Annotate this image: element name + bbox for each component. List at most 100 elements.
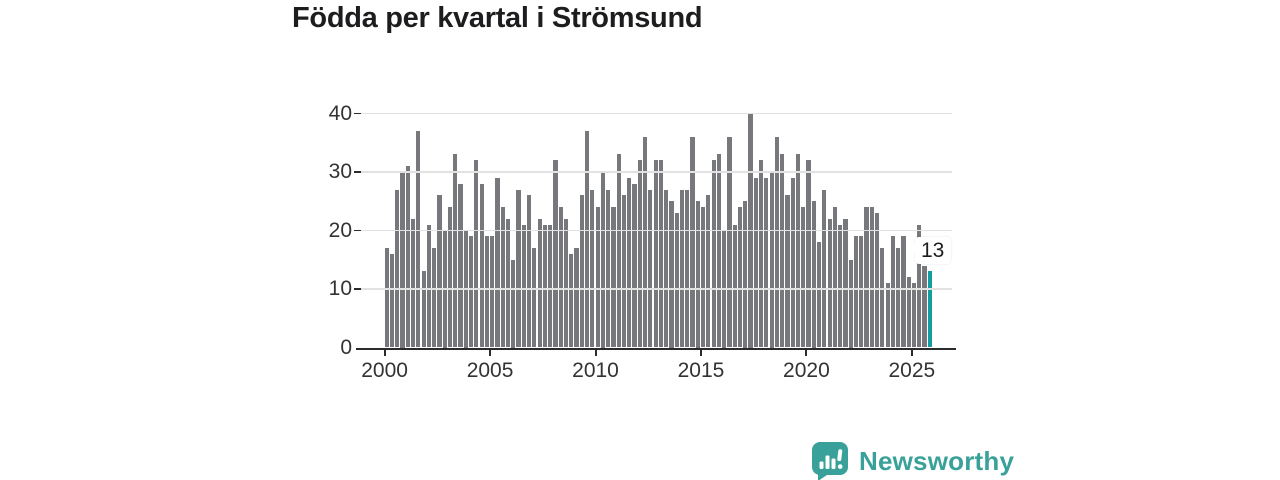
bar-2009-K4[interactable] bbox=[590, 189, 595, 348]
bar-2009-K2[interactable] bbox=[579, 195, 584, 348]
bar-2015-K1[interactable] bbox=[700, 207, 706, 348]
bar-2005-K3[interactable] bbox=[500, 207, 505, 348]
bar-2011-K2[interactable] bbox=[621, 195, 627, 348]
bar-2002-K2[interactable] bbox=[432, 248, 437, 348]
bar-2019-K3[interactable] bbox=[795, 154, 801, 348]
bar-2012-K3[interactable] bbox=[648, 189, 653, 348]
bar-2023-K2[interactable] bbox=[874, 212, 880, 348]
bar-2005-K4[interactable] bbox=[505, 218, 511, 348]
bar-2012-K2[interactable] bbox=[642, 136, 648, 348]
bar-2006-K3[interactable] bbox=[521, 224, 526, 348]
bar-2001-K1[interactable] bbox=[405, 166, 410, 348]
bar-2000-K3[interactable] bbox=[395, 189, 400, 348]
bar-2020-K4[interactable] bbox=[822, 189, 827, 348]
bar-2018-K2[interactable] bbox=[769, 172, 774, 348]
bar-2009-K3[interactable] bbox=[584, 131, 590, 348]
bar-2014-K4[interactable] bbox=[695, 201, 700, 348]
bar-2015-K4[interactable] bbox=[716, 154, 721, 348]
bar-2017-K1[interactable] bbox=[743, 201, 748, 348]
bar-2016-K2[interactable] bbox=[727, 136, 732, 348]
bar-2019-K4[interactable] bbox=[801, 207, 806, 348]
bar-2014-K3[interactable] bbox=[690, 136, 695, 348]
bar-2008-K1[interactable] bbox=[553, 160, 558, 348]
bar-2007-K2[interactable] bbox=[537, 218, 542, 348]
bar-2024-K2[interactable] bbox=[896, 248, 901, 348]
bar-2010-K1[interactable] bbox=[595, 207, 600, 348]
bar-2023-K4[interactable] bbox=[885, 283, 890, 348]
bar-2025-K3[interactable] bbox=[922, 265, 927, 348]
bar-2020-K1[interactable] bbox=[806, 160, 811, 348]
bar-2000-K1[interactable] bbox=[384, 248, 389, 348]
bar-2022-K2[interactable] bbox=[853, 236, 859, 348]
bar-2013-K2[interactable] bbox=[664, 189, 669, 348]
bar-2019-K2[interactable] bbox=[790, 177, 795, 348]
bar-2010-K3[interactable] bbox=[606, 189, 611, 348]
bar-2011-K4[interactable] bbox=[632, 183, 637, 348]
bar-2021-K3[interactable] bbox=[838, 224, 843, 348]
bar-2013-K3[interactable] bbox=[669, 201, 674, 348]
bar-2002-K1[interactable] bbox=[426, 224, 431, 348]
bar-2006-K2[interactable] bbox=[516, 189, 521, 348]
bar-2018-K1[interactable] bbox=[764, 177, 769, 348]
bar-2003-K2[interactable] bbox=[453, 154, 458, 348]
bar-2000-K4[interactable] bbox=[400, 172, 405, 348]
bar-2008-K2[interactable] bbox=[558, 207, 563, 348]
bar-2018-K4[interactable] bbox=[780, 154, 785, 348]
bar-2015-K2[interactable] bbox=[706, 195, 711, 348]
bar-2000-K2[interactable] bbox=[389, 253, 395, 348]
bar-2012-K1[interactable] bbox=[637, 160, 642, 348]
bar-2009-K1[interactable] bbox=[574, 248, 579, 348]
bar-2007-K4[interactable] bbox=[548, 224, 553, 348]
bar-2020-K3[interactable] bbox=[816, 242, 822, 348]
bar-2022-K4[interactable] bbox=[864, 207, 869, 348]
bar-2005-K2[interactable] bbox=[495, 177, 500, 348]
bar-2016-K4[interactable] bbox=[737, 207, 743, 348]
bar-2008-K3[interactable] bbox=[563, 218, 569, 348]
bar-2017-K3[interactable] bbox=[753, 177, 758, 348]
bar-2007-K3[interactable] bbox=[542, 224, 547, 348]
bar-2023-K3[interactable] bbox=[880, 248, 885, 348]
bar-2015-K3[interactable] bbox=[711, 160, 716, 348]
bar-2024-K3[interactable] bbox=[901, 236, 906, 348]
bar-2004-K4[interactable] bbox=[484, 236, 489, 348]
bar-2018-K3[interactable] bbox=[774, 136, 779, 348]
bar-2002-K3[interactable] bbox=[437, 195, 442, 348]
bar-2001-K4[interactable] bbox=[421, 271, 426, 348]
bar-2025-K2[interactable] bbox=[917, 224, 922, 348]
bar-2004-K1[interactable] bbox=[468, 236, 474, 348]
bar-2013-K4[interactable] bbox=[674, 212, 679, 348]
bar-2013-K1[interactable] bbox=[658, 160, 663, 348]
bar-2008-K4[interactable] bbox=[569, 253, 574, 348]
bar-2010-K4[interactable] bbox=[611, 207, 616, 348]
bar-2020-K2[interactable] bbox=[811, 201, 816, 348]
bar-2025-K4[interactable] bbox=[927, 271, 932, 348]
bar-2001-K3[interactable] bbox=[416, 131, 421, 348]
bar-2006-K4[interactable] bbox=[526, 195, 532, 348]
bar-2019-K1[interactable] bbox=[785, 195, 790, 348]
bar-2006-K1[interactable] bbox=[511, 259, 516, 348]
bar-2017-K4[interactable] bbox=[758, 160, 764, 348]
newsworthy-logo[interactable]: Newsworthy bbox=[811, 441, 1014, 480]
bar-2003-K3[interactable] bbox=[458, 183, 463, 348]
bar-2021-K1[interactable] bbox=[827, 218, 832, 348]
bar-2011-K3[interactable] bbox=[627, 177, 632, 348]
bar-2025-K1[interactable] bbox=[911, 283, 917, 348]
bar-2005-K1[interactable] bbox=[490, 236, 495, 348]
bar-2011-K1[interactable] bbox=[616, 154, 621, 348]
bar-2003-K1[interactable] bbox=[447, 207, 453, 348]
bar-2012-K4[interactable] bbox=[653, 160, 658, 348]
bar-2004-K3[interactable] bbox=[479, 183, 484, 348]
bar-2021-K2[interactable] bbox=[832, 207, 837, 348]
bar-2004-K2[interactable] bbox=[474, 160, 479, 348]
bar-2023-K1[interactable] bbox=[869, 207, 874, 348]
bar-2007-K1[interactable] bbox=[532, 248, 537, 348]
bar-2016-K3[interactable] bbox=[732, 224, 737, 348]
bar-2024-K1[interactable] bbox=[890, 236, 895, 348]
bar-2022-K3[interactable] bbox=[859, 236, 864, 348]
bar-2001-K2[interactable] bbox=[410, 218, 416, 348]
bar-2021-K4[interactable] bbox=[843, 218, 848, 348]
bar-2014-K2[interactable] bbox=[685, 189, 690, 348]
bar-2010-K2[interactable] bbox=[600, 172, 605, 348]
bar-2022-K1[interactable] bbox=[848, 259, 853, 348]
bar-2014-K1[interactable] bbox=[679, 189, 685, 348]
